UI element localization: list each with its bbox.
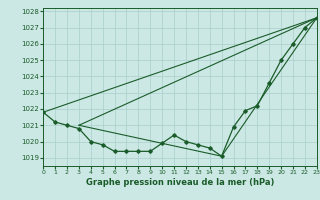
X-axis label: Graphe pression niveau de la mer (hPa): Graphe pression niveau de la mer (hPa): [86, 178, 274, 187]
